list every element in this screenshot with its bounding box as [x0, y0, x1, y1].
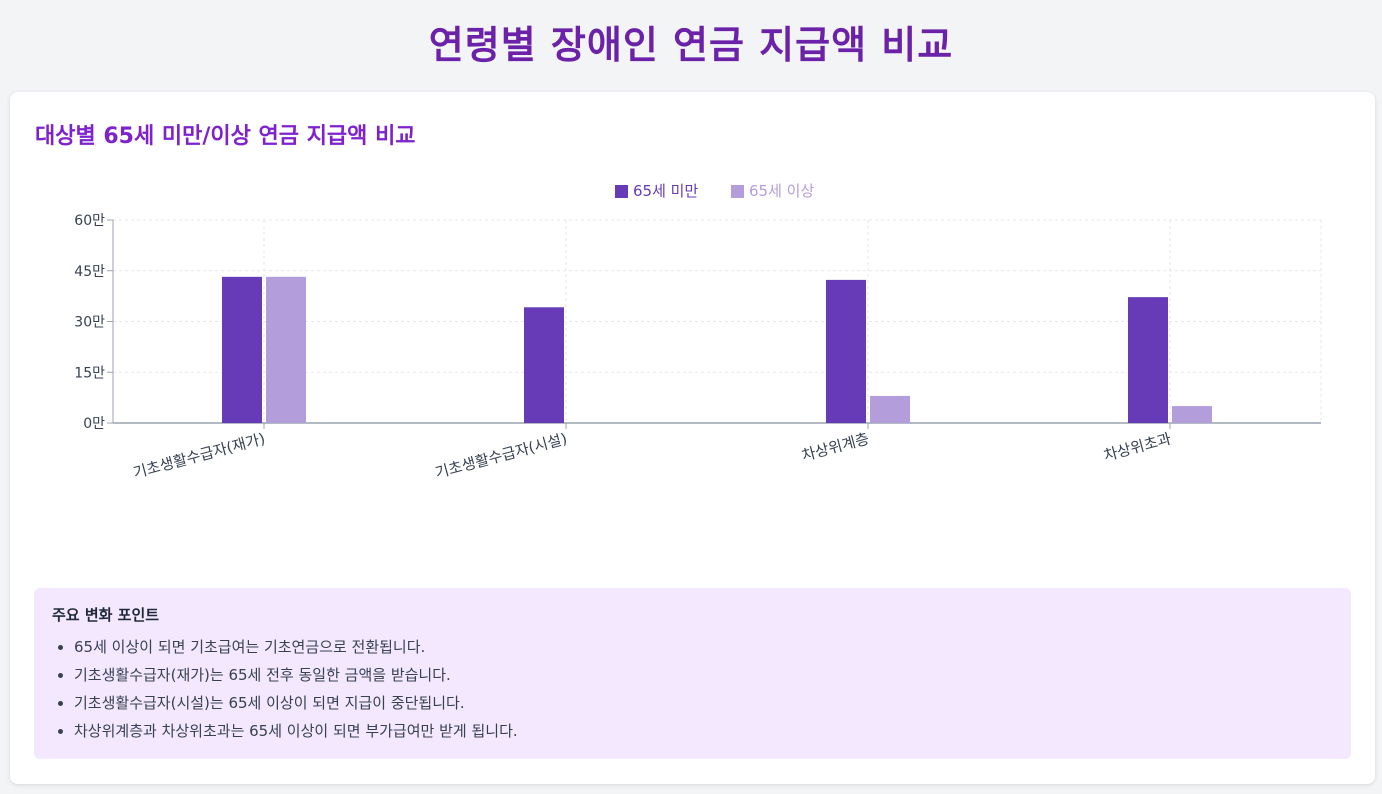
y-tick-label: 15만 — [74, 365, 105, 381]
notes-box: 주요 변화 포인트 65세 이상이 되면 기초급여는 기초연금으로 전환됩니다.… — [34, 588, 1351, 759]
notes-list: 65세 이상이 되면 기초급여는 기초연금으로 전환됩니다. 기초생활수급자(재… — [52, 633, 1333, 745]
legend-label: 65세 미만 — [633, 182, 698, 200]
bar-under-65 — [826, 279, 866, 423]
x-tick-label: 차상위계층 — [800, 429, 871, 464]
y-tick-label: 60만 — [74, 213, 105, 229]
y-tick-label: 45만 — [74, 264, 105, 280]
bar-under-65 — [524, 307, 564, 423]
note-item: 차상위계층과 차상위초과는 65세 이상이 되면 부가급여만 받게 됩니다. — [74, 717, 1333, 745]
x-tick-label: 기초생활수급자(재가) — [131, 429, 267, 482]
bar-over-65 — [1172, 406, 1212, 423]
legend-swatch — [731, 185, 744, 198]
bar-over-65 — [266, 276, 306, 423]
x-tick-label: 기초생활수급자(시설) — [433, 429, 569, 482]
y-tick-label: 30만 — [74, 315, 105, 331]
y-tick-label: 0만 — [83, 416, 105, 432]
bar-over-65 — [870, 395, 910, 423]
x-tick-label: 차상위초과 — [1102, 429, 1174, 464]
note-item: 기초생활수급자(시설)는 65세 이상이 되면 지급이 중단됩니다. — [74, 689, 1333, 717]
legend-swatch — [615, 185, 628, 198]
bar-under-65 — [1128, 297, 1168, 423]
legend-label: 65세 이상 — [749, 182, 814, 200]
chart-title: 대상별 65세 미만/이상 연금 지급액 비교 — [35, 124, 416, 149]
note-item: 65세 이상이 되면 기초급여는 기초연금으로 전환됩니다. — [74, 633, 1333, 661]
notes-title: 주요 변화 포인트 — [52, 606, 160, 624]
note-item: 기초생활수급자(재가)는 65세 전후 동일한 금액을 받습니다. — [74, 661, 1333, 689]
bar-under-65 — [222, 276, 262, 423]
page-title: 연령별 장애인 연금 지급액 비교 — [428, 23, 954, 67]
